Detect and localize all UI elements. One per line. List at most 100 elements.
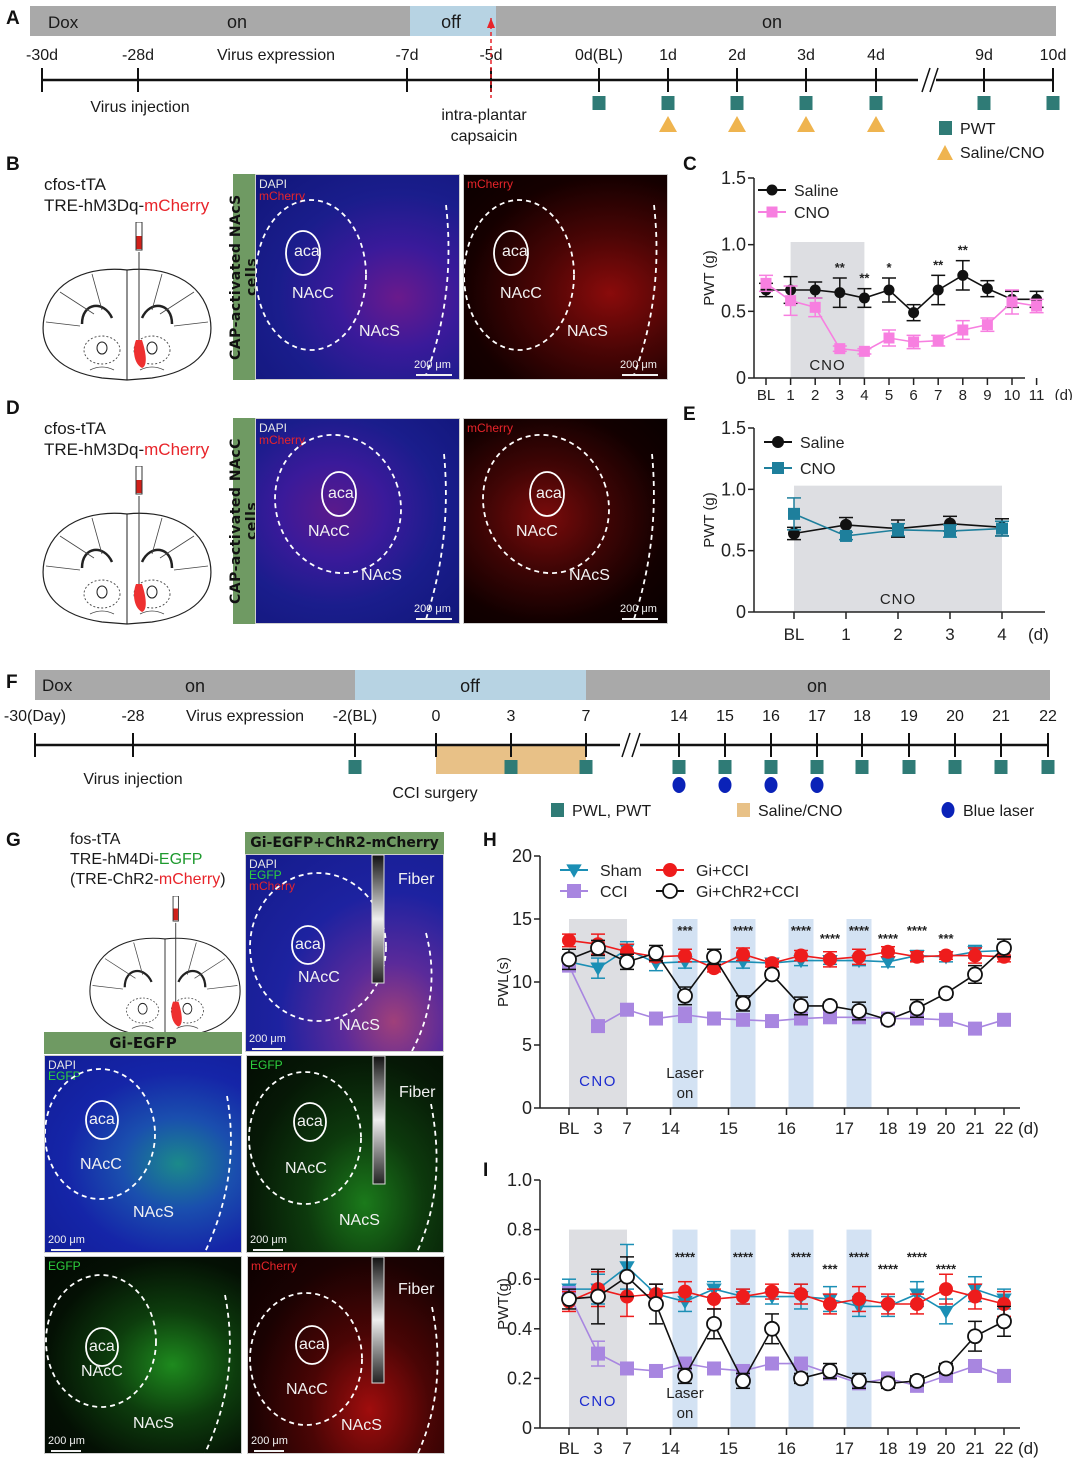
brain-schematic-d <box>42 466 212 625</box>
significance-marker: **** <box>791 923 812 938</box>
y-tick-label: 1.0 <box>721 479 746 499</box>
x-tick-label: 5 <box>885 387 893 400</box>
aca-right <box>146 341 158 355</box>
series-line <box>568 965 1005 1030</box>
data-point-square <box>997 1012 1011 1027</box>
y-axis-label: PWT (g) <box>701 492 718 548</box>
y-axis-label: PWT(g) <box>495 1278 512 1330</box>
y-tick-label: 10 <box>512 972 532 992</box>
virus-injection-label: Virus injection <box>83 771 182 788</box>
region-nacc: NAcC <box>292 285 334 302</box>
data-point-circle <box>908 307 920 319</box>
data-point-open-circle <box>880 1375 896 1392</box>
panel-label-a: A <box>6 8 20 29</box>
dox-label: Dox <box>48 13 79 32</box>
optic-fiber-icon <box>371 1257 385 1384</box>
data-point-square <box>944 525 956 538</box>
data-point-circle <box>910 949 924 964</box>
data-point-circle <box>957 269 969 281</box>
measure-marker-square-icon <box>855 760 869 774</box>
data-point-square <box>620 1361 634 1376</box>
timeline-a-ticks: -30d -28d -7d -5d 0d(BL) 1d 2d 3d 4d 9d 10d <box>26 47 1066 92</box>
scale-bar <box>252 1048 282 1050</box>
x-tick-label: 16 <box>777 1119 796 1138</box>
scale-label: 200 μm <box>250 1234 287 1246</box>
x-tick-label: 3 <box>945 625 954 644</box>
region-nacc: NAcC <box>81 1363 123 1380</box>
legend-item: Gi+ChR2+CCI <box>656 883 799 901</box>
syringe-icon <box>172 896 179 922</box>
x-tick-label: BL <box>757 387 775 400</box>
dox-off-label: off <box>460 676 481 696</box>
y-tick-label: 0.8 <box>507 1220 532 1240</box>
capsaicin-label-1: intra-plantar <box>441 107 527 124</box>
y-tick-label: 0 <box>736 602 746 622</box>
series-line <box>568 1293 1005 1387</box>
panel-label-b: B <box>6 154 20 175</box>
scale-bar <box>254 1450 284 1452</box>
data-point-circle <box>852 949 866 964</box>
pwt-marker-square-icon <box>869 96 883 110</box>
aca-right <box>182 1002 193 1015</box>
aca-left <box>96 585 108 599</box>
legend-blue-laser-icon <box>941 802 955 818</box>
nac-right <box>133 579 171 609</box>
region-nacs: NAcS <box>339 1017 380 1034</box>
data-point-square <box>858 345 870 357</box>
nacs-outline <box>204 1294 231 1453</box>
fiber-label: Fiber <box>398 871 435 888</box>
x-tick-label: 19 <box>908 1439 927 1458</box>
blue-laser-marker-icon <box>764 777 778 793</box>
data-point-circle <box>939 1282 953 1297</box>
timeline-tick-label: 1d <box>659 47 677 64</box>
nacc-outline <box>248 1071 362 1205</box>
x-tick-label: 14 <box>661 1119 680 1138</box>
treatment-marker-triangle-icon <box>867 116 885 132</box>
data-point-triangle <box>590 962 606 976</box>
region-outlines <box>248 1056 438 1252</box>
cno-shade-label: CNO <box>579 1393 617 1410</box>
scale-label: 200 μm <box>620 359 657 371</box>
data-point-circle <box>932 284 944 296</box>
scale-label: 200 μm <box>48 1435 85 1447</box>
data-point-square <box>908 336 920 348</box>
channel-dapi-label: DAPI <box>48 1058 77 1072</box>
significance-marker: **** <box>849 923 870 938</box>
significance-marker: **** <box>733 1250 754 1265</box>
nac-left <box>83 579 121 609</box>
injection-site <box>134 340 146 368</box>
channel-dapi-label: DAPI <box>259 421 288 435</box>
data-point-square <box>996 522 1008 535</box>
dox-on-label-1: on <box>227 12 247 32</box>
nac-left <box>83 335 121 365</box>
x-tick-label: 6 <box>909 387 917 400</box>
treatment-marker-triangle-icon <box>797 116 815 132</box>
blue-laser-marker-icon <box>718 777 732 793</box>
data-point-square <box>1006 296 1018 308</box>
dox-on-segment-2 <box>586 670 1050 700</box>
timeline-f: Dox on off on -30(Day) -28 -2(BL) 0 3 7 14 15 16… <box>4 670 1057 820</box>
y-tick-label: 1.5 <box>721 418 746 438</box>
measure-marker-square-icon <box>994 760 1008 774</box>
legend-treatment-triangle-icon <box>937 145 953 160</box>
significance-marker: **** <box>936 1262 957 1277</box>
axis-break-f <box>621 732 631 758</box>
data-point-circle <box>766 184 778 196</box>
measure-marker-square-icon <box>504 760 518 774</box>
dox-off-segment <box>355 670 586 700</box>
x-tick-label: 18 <box>879 1439 898 1458</box>
legend-item: Gi+CCI <box>656 863 749 880</box>
measure-marker-square-icon <box>948 760 962 774</box>
data-point-circle <box>939 948 953 963</box>
laser-on-label: Laser <box>666 1065 704 1082</box>
x-tick-label: 3 <box>593 1439 602 1458</box>
significance-marker: **** <box>791 1250 812 1265</box>
data-point-square <box>823 1010 837 1025</box>
genotype-b-highlight: mCherry <box>144 196 210 215</box>
scale-bar <box>416 374 452 376</box>
data-point-open-circle <box>793 998 809 1014</box>
data-point-open-circle <box>996 1313 1012 1330</box>
aca-outline <box>85 1100 119 1140</box>
fiber-label: Fiber <box>398 1281 435 1298</box>
genotype-g: fos-tTA TRE-hM4Di-EGFP (TRE-ChR2-mCherry… <box>70 830 226 890</box>
